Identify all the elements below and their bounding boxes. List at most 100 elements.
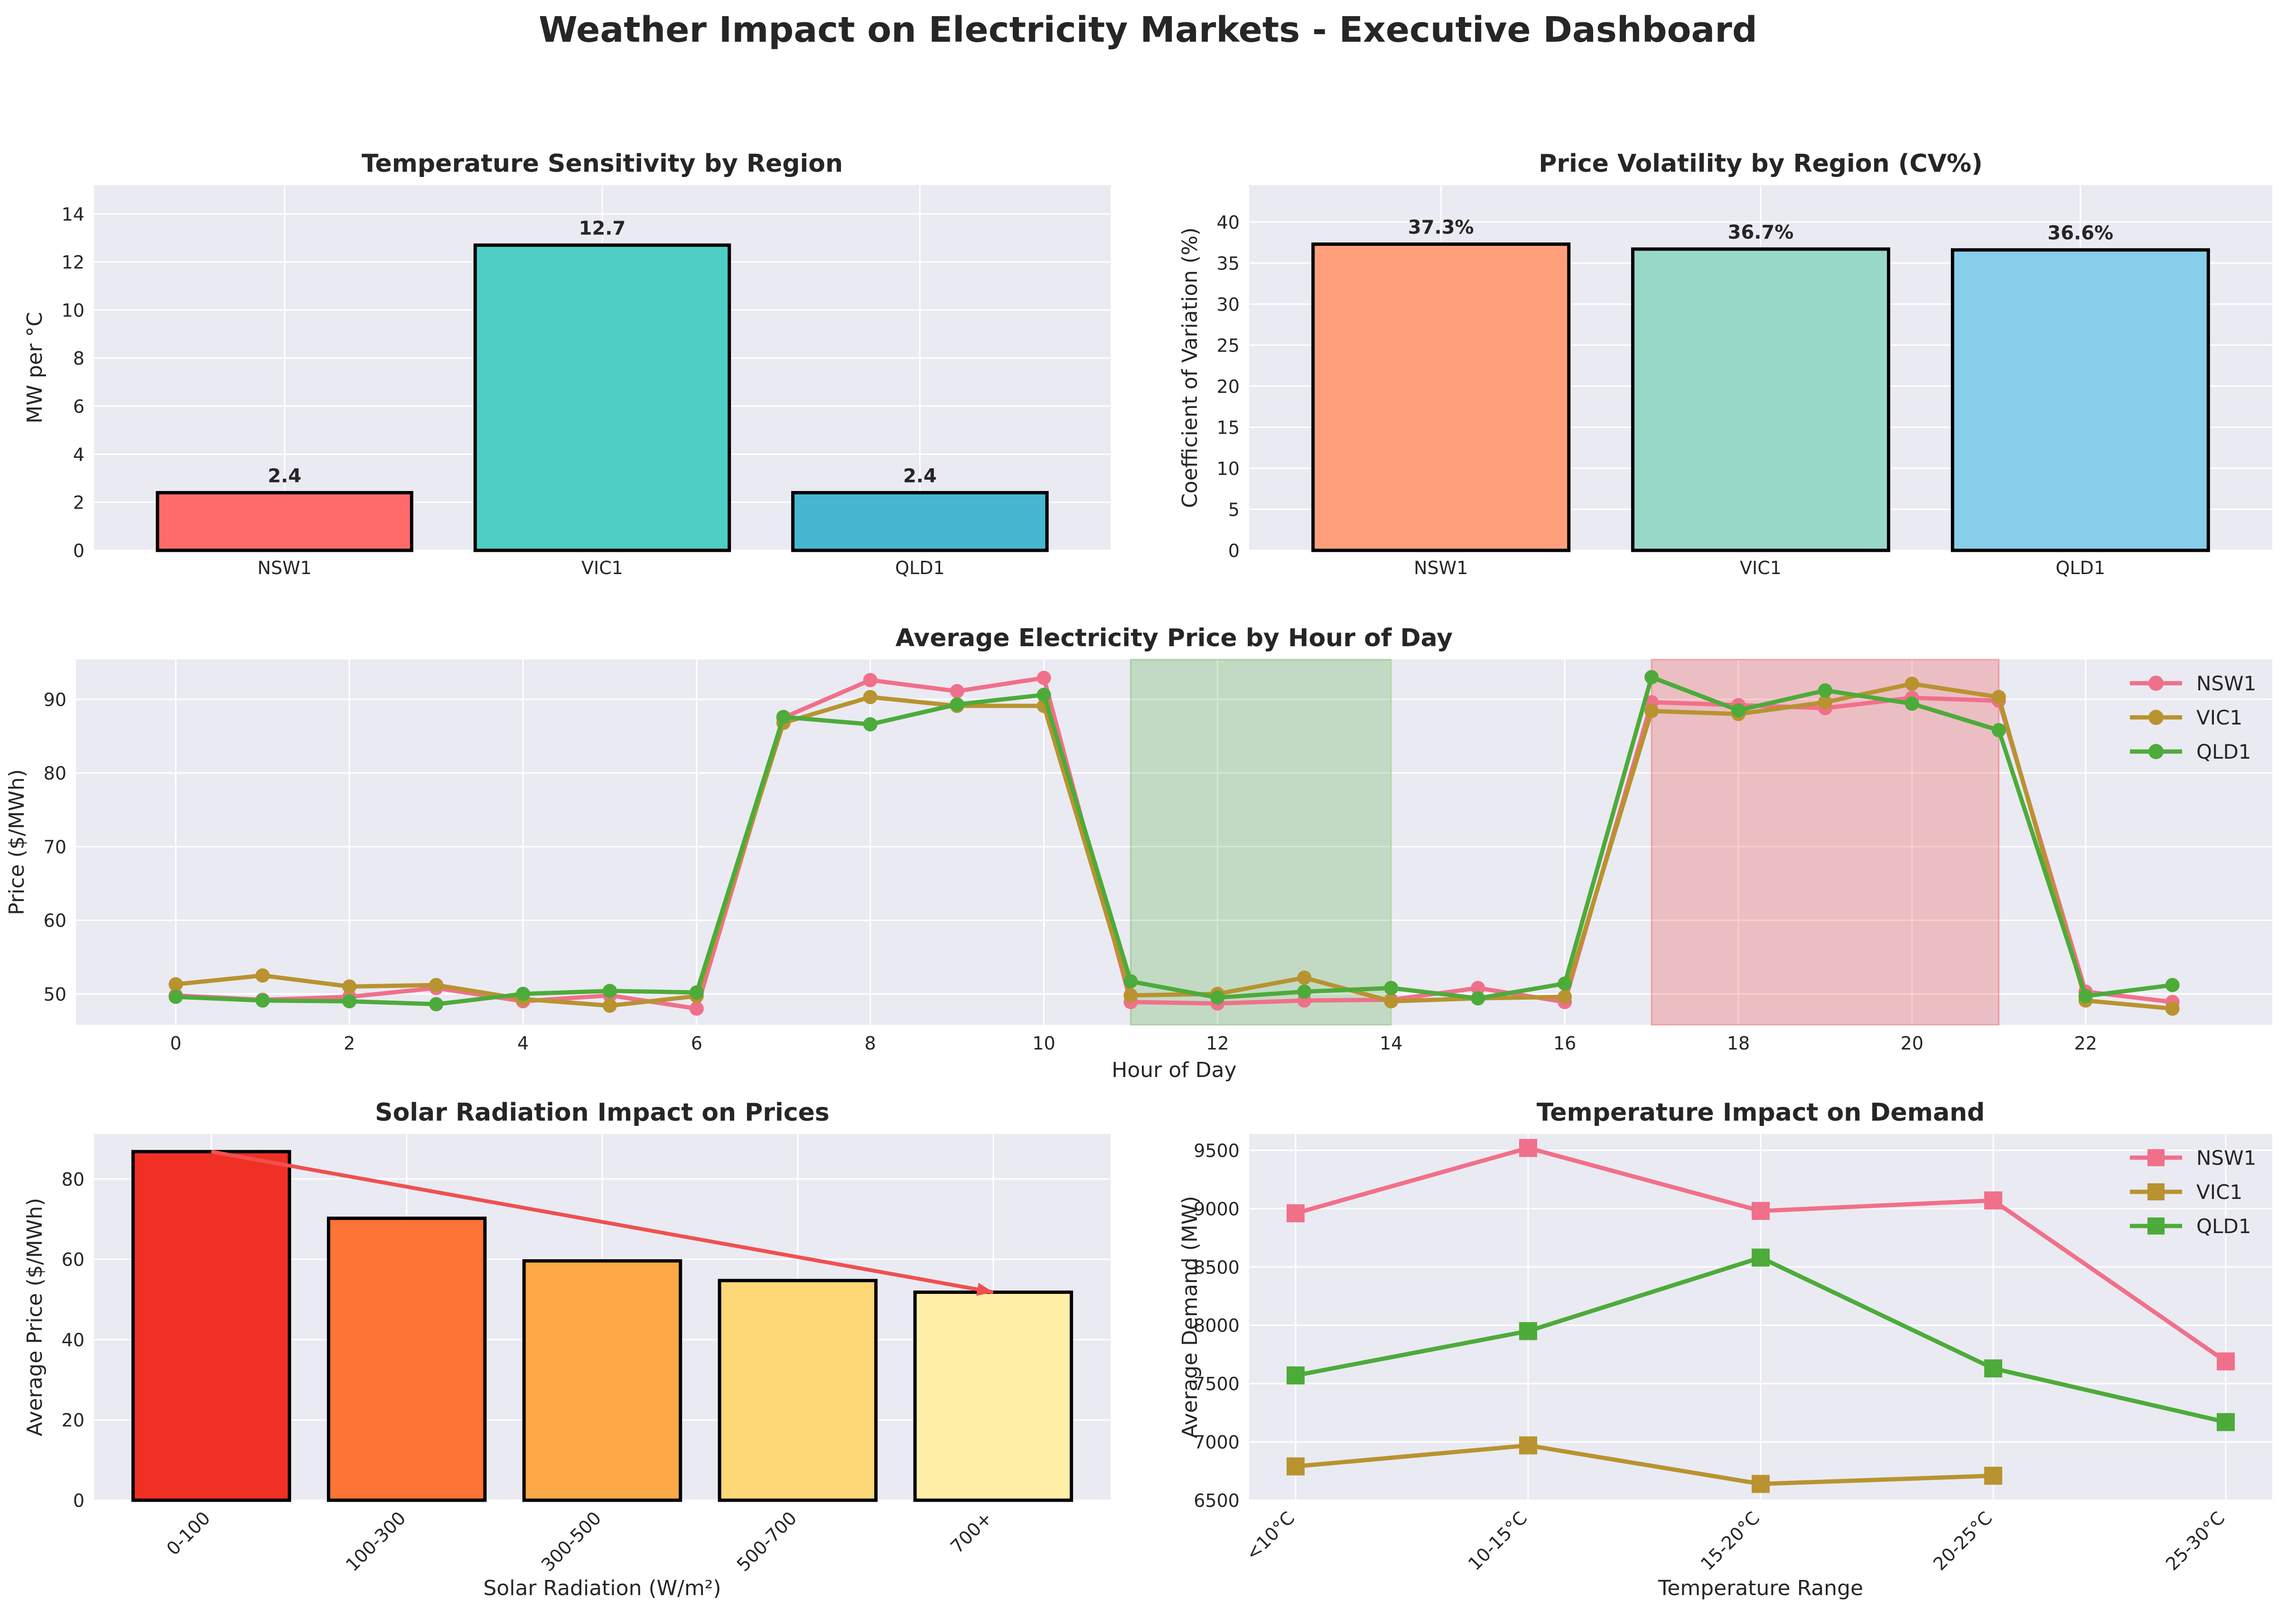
gridlines <box>76 659 2272 1025</box>
data-point <box>1519 1139 1537 1157</box>
data-point <box>1752 1202 1770 1220</box>
data-point <box>1471 981 1485 995</box>
y-axis-label: Price ($/MWh) <box>5 769 29 915</box>
y-tick-label: 7500 <box>1194 1374 1240 1394</box>
legend-marker <box>2147 1217 2165 1235</box>
y-tick-label: 15 <box>1217 417 1240 438</box>
legend-marker <box>2148 676 2164 691</box>
y-tick-label: 60 <box>44 910 66 931</box>
data-point <box>1984 1467 2002 1485</box>
bar-qld1 <box>1951 248 2210 552</box>
legend-label: QLD1 <box>2196 1215 2251 1238</box>
data-point <box>1123 974 1138 989</box>
data-point <box>1984 1191 2002 1210</box>
data-point <box>1644 670 1659 685</box>
data-point <box>2165 978 2180 993</box>
data-point <box>1384 981 1399 995</box>
data-point <box>1558 976 1572 991</box>
plot-area <box>76 659 2272 1025</box>
x-tick-label: 0 <box>170 1033 181 1054</box>
y-tick-label: 20 <box>1217 376 1240 397</box>
data-point <box>1991 723 2006 738</box>
data-point <box>429 997 444 1012</box>
y-axis-label: MW per °C <box>23 312 47 423</box>
data-point <box>1297 984 1312 999</box>
chart-title: Solar Radiation Impact on Prices <box>375 1098 830 1127</box>
data-point <box>1644 704 1659 718</box>
x-tick-label: NSW1 <box>257 557 311 578</box>
y-tick-label: 8000 <box>1194 1315 1240 1336</box>
data-point <box>516 986 531 1001</box>
data-point <box>689 985 704 1000</box>
y-tick-label: 10 <box>1217 458 1240 479</box>
legend-marker <box>2148 744 2164 759</box>
data-point <box>1297 970 1312 985</box>
data-point <box>429 978 444 993</box>
x-tick-label: 18 <box>1727 1033 1750 1054</box>
legend-marker <box>2147 1183 2165 1200</box>
bar-value-label: 36.6% <box>2047 223 2113 244</box>
dashboard-title: Weather Impact on Electricity Markets - … <box>539 9 1757 50</box>
y-tick-label: 90 <box>44 689 66 710</box>
y-tick-label: 0 <box>1228 540 1240 561</box>
y-tick-label: 8500 <box>1194 1257 1240 1278</box>
data-point <box>1752 1475 1770 1493</box>
data-point <box>1519 1436 1537 1455</box>
chart-title: Average Electricity Price by Hour of Day <box>896 624 1453 652</box>
data-point <box>1904 677 1919 691</box>
x-axis-label: Hour of Day <box>1111 1058 1236 1082</box>
data-point <box>776 710 791 724</box>
data-point <box>863 673 877 687</box>
x-axis-label: Solar Radiation (W/m²) <box>483 1576 721 1600</box>
data-point <box>1287 1204 1305 1223</box>
y-tick-label: 4 <box>73 444 84 465</box>
bar-nsw1 <box>156 491 413 552</box>
data-point <box>1287 1457 1305 1476</box>
data-point <box>2165 1001 2180 1016</box>
x-tick-label: 2 <box>344 1033 355 1054</box>
y-tick-label: 7000 <box>1194 1432 1240 1453</box>
data-point <box>950 697 964 712</box>
y-tick-label: 5 <box>1228 499 1240 520</box>
data-point <box>1036 687 1051 702</box>
y-tick-label: 40 <box>62 1329 84 1350</box>
data-point <box>1752 1248 1770 1267</box>
y-tick-label: 25 <box>1217 335 1240 356</box>
y-tick-label: 35 <box>1217 253 1240 274</box>
data-point <box>2078 989 2093 1003</box>
series-line-nsw1 <box>176 676 2173 1011</box>
y-tick-label: 0 <box>73 540 84 561</box>
x-tick-label: 12 <box>1206 1033 1229 1054</box>
data-point <box>1036 670 1051 685</box>
y-tick-label: 80 <box>62 1169 84 1190</box>
legend-marker <box>2148 710 2164 725</box>
x-tick-label: 8 <box>865 1033 876 1054</box>
series-line-qld1 <box>176 675 2173 1007</box>
bar-vic1 <box>473 243 731 552</box>
bar-value-label: 2.4 <box>903 465 937 487</box>
y-tick-label: 9000 <box>1194 1198 1240 1219</box>
x-tick-label: VIC1 <box>581 557 623 578</box>
legend-label: VIC1 <box>2196 706 2242 729</box>
x-tick-label: VIC1 <box>1740 557 1782 578</box>
x-tick-label: 22 <box>2074 1033 2097 1054</box>
data-point <box>255 968 270 983</box>
data-point <box>1818 695 1832 710</box>
data-point <box>863 690 877 705</box>
y-tick-label: 12 <box>62 252 84 273</box>
y-tick-label: 6 <box>73 396 84 417</box>
data-point <box>2217 1413 2235 1431</box>
y-tick-label: 10 <box>62 300 84 321</box>
data-point <box>602 984 617 998</box>
x-tick-label: 16 <box>1553 1033 1576 1054</box>
bar-value-label: 36.7% <box>1728 222 1794 243</box>
data-point <box>1519 1322 1537 1340</box>
x-tick-label: 20 <box>1901 1033 1923 1054</box>
data-point <box>602 998 617 1013</box>
data-point <box>1471 991 1485 1006</box>
data-point <box>1558 990 1572 1004</box>
legend-label: NSW1 <box>2196 1146 2256 1170</box>
y-tick-label: 6500 <box>1194 1490 1240 1511</box>
data-point <box>1984 1359 2002 1378</box>
